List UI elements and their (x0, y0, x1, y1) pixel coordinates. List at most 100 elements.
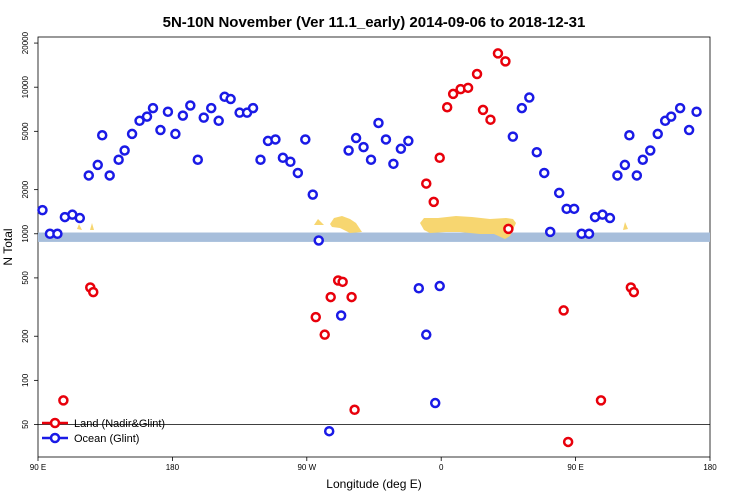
ocean-point (434, 280, 445, 292)
land-point (595, 395, 607, 406)
ocean-point (619, 159, 631, 171)
plot-frame (37, 36, 711, 458)
ocean-point (524, 92, 535, 103)
ocean-point (323, 425, 335, 437)
ocean-point (192, 154, 204, 165)
ocean-point (313, 235, 324, 246)
land-point (558, 305, 569, 316)
ocean-point (637, 154, 649, 165)
land-shape-2 (330, 216, 362, 233)
ocean-point (198, 112, 210, 123)
land-point (562, 436, 574, 448)
land-point (628, 286, 640, 298)
ocean-point (177, 110, 189, 121)
ocean-point (691, 106, 702, 117)
legend-marker-ocean (49, 432, 61, 444)
ocean-point (665, 111, 677, 122)
land-point (462, 82, 474, 94)
land-point (58, 395, 69, 406)
legend-marker-land (49, 417, 61, 429)
land-point (88, 286, 99, 298)
land-point (447, 88, 459, 100)
y-tick-label: 50 (21, 419, 30, 428)
land-point (349, 404, 360, 416)
ocean-point (413, 282, 425, 294)
ocean-point (225, 93, 236, 105)
ocean-point (92, 159, 103, 171)
background-band (38, 232, 710, 242)
land-shape-4 (77, 224, 82, 230)
ocean-point (285, 156, 296, 167)
ocean-point (104, 170, 115, 181)
ocean-point (162, 106, 174, 117)
ocean-point (343, 145, 354, 156)
land-point (325, 291, 336, 303)
ocean-point (531, 146, 543, 158)
ocean-point (645, 145, 656, 156)
land-point (477, 104, 489, 116)
legend-label-ocean: Ocean (Glint) (74, 433, 139, 445)
land-point (503, 223, 514, 235)
land-shape-1 (314, 219, 324, 225)
x-tick-label: 90 W (297, 463, 316, 472)
land-point (471, 68, 483, 80)
ocean-point (307, 189, 319, 200)
ocean-point (147, 102, 159, 114)
ocean-point (74, 212, 86, 224)
ocean-point (119, 145, 130, 156)
ocean-point (350, 132, 362, 144)
ocean-point (365, 154, 377, 165)
y-tick-label: 2000 (21, 180, 30, 198)
y-tick-label: 1000 (21, 224, 30, 242)
ocean-point (300, 134, 311, 145)
ocean-point (83, 170, 95, 181)
x-tick-label: 180 (703, 463, 717, 472)
ocean-point (568, 203, 580, 215)
legend-label-land: Land (Nadir&Glint) (74, 418, 165, 430)
ocean-point (583, 228, 595, 240)
ocean-point (170, 128, 181, 140)
x-tick-label: 90 E (567, 463, 583, 472)
land-point (421, 178, 432, 189)
ocean-point (652, 128, 663, 140)
ocean-series (37, 91, 702, 437)
ocean-point (134, 115, 145, 127)
y-tick-label: 200 (21, 329, 30, 343)
ocean-point (380, 134, 392, 145)
ocean-point (255, 154, 266, 165)
ocean-point (612, 170, 623, 181)
ocean-point (213, 115, 224, 127)
ocean-point (141, 111, 153, 122)
ocean-point (403, 135, 414, 147)
ocean-point (544, 226, 556, 238)
land-point (319, 329, 330, 340)
land-silhouettes (77, 216, 628, 239)
land-point (434, 152, 445, 164)
ocean-point (674, 102, 686, 114)
ocean-point (155, 124, 166, 136)
legend: Land (Nadir&Glint) Ocean (Glint) (42, 417, 165, 445)
ocean-point (429, 397, 441, 409)
ocean-point (624, 130, 635, 141)
land-point (485, 114, 496, 125)
x-axis-label: Longitude (deg E) (326, 477, 421, 491)
y-tick-label: 20000 (21, 31, 30, 54)
ocean-point (96, 130, 108, 141)
y-axis: 50 100 200 500 1000 2000 5000 10000 20000 (21, 31, 38, 429)
ocean-point (388, 158, 399, 170)
ocean-point (683, 124, 695, 136)
y-tick-label: 10000 (21, 76, 30, 99)
ocean-point (126, 128, 138, 140)
x-tick-label: 180 (166, 463, 180, 472)
y-axis-label: N Total (1, 228, 15, 265)
land-point (500, 56, 511, 67)
ocean-point (631, 170, 643, 181)
ocean-point (277, 152, 289, 164)
land-shape-3 (420, 216, 516, 239)
land-point (337, 276, 348, 288)
land-point (346, 291, 357, 303)
ocean-point (292, 167, 304, 179)
ocean-point (37, 204, 48, 216)
ocean-point (205, 102, 217, 114)
